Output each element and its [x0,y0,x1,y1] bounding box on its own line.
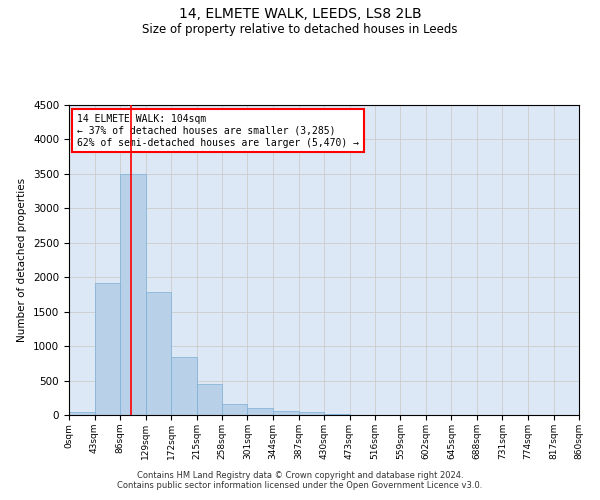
Bar [222,404,247,415]
Y-axis label: Number of detached properties: Number of detached properties [17,178,28,342]
Bar [324,414,349,415]
Bar [120,174,146,415]
Bar [171,357,197,415]
Text: Size of property relative to detached houses in Leeds: Size of property relative to detached ho… [142,22,458,36]
Text: 14 ELMETE WALK: 104sqm
← 37% of detached houses are smaller (3,285)
62% of semi-: 14 ELMETE WALK: 104sqm ← 37% of detached… [77,114,359,148]
Text: 14, ELMETE WALK, LEEDS, LS8 2LB: 14, ELMETE WALK, LEEDS, LS8 2LB [179,6,421,20]
Bar [273,410,299,415]
Text: Contains HM Land Registry data © Crown copyright and database right 2024.: Contains HM Land Registry data © Crown c… [137,470,463,480]
Bar [95,282,120,415]
Bar [197,384,222,415]
Bar [146,292,171,415]
Text: Contains public sector information licensed under the Open Government Licence v3: Contains public sector information licen… [118,480,482,490]
Bar [299,412,324,415]
Bar [69,412,95,415]
Bar [247,408,273,415]
